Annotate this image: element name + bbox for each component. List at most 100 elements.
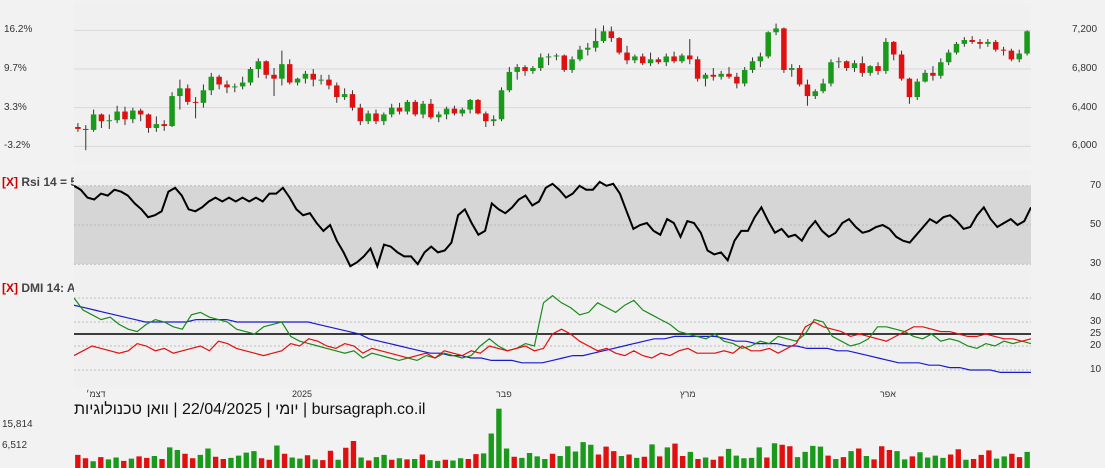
candle-body bbox=[671, 56, 677, 62]
volume-bar bbox=[197, 454, 204, 468]
volume-bar bbox=[105, 459, 112, 468]
series-line bbox=[74, 294, 1031, 362]
volume-bar bbox=[427, 460, 433, 468]
candle-body bbox=[632, 56, 638, 61]
candle-body bbox=[122, 111, 128, 120]
candle-body bbox=[396, 107, 403, 112]
volume-bar bbox=[534, 456, 540, 468]
volume-bar bbox=[511, 456, 517, 468]
volume-axis-label: 6,512 bbox=[2, 440, 28, 451]
volume-bar bbox=[557, 456, 563, 468]
volume-bar bbox=[886, 450, 893, 468]
volume-bar bbox=[840, 457, 847, 468]
volume-bar bbox=[572, 451, 579, 468]
candle-body bbox=[1016, 53, 1022, 60]
candle-body bbox=[655, 59, 662, 63]
volume-bar bbox=[771, 443, 778, 468]
volume-bar bbox=[412, 459, 418, 468]
volume-bar bbox=[756, 447, 762, 468]
volume-bar bbox=[695, 459, 701, 468]
candle-body bbox=[459, 109, 466, 114]
candle-body bbox=[90, 114, 97, 130]
price-tick-label: 6,400 bbox=[1072, 101, 1098, 113]
candle-body bbox=[647, 59, 654, 64]
candle-body bbox=[404, 101, 411, 112]
volume-bar bbox=[978, 454, 984, 468]
candle-body bbox=[687, 55, 693, 60]
candle-body bbox=[969, 40, 975, 42]
volume-bar bbox=[151, 456, 158, 468]
volume-bar bbox=[580, 442, 586, 468]
volume-bar bbox=[189, 458, 196, 468]
price-pane bbox=[74, 3, 1031, 164]
volume-bar bbox=[205, 448, 211, 468]
rsi-chart bbox=[74, 180, 1031, 270]
volume-bar bbox=[258, 458, 265, 468]
candle-body bbox=[608, 31, 615, 39]
candle-body bbox=[232, 86, 238, 88]
candle-body bbox=[789, 68, 795, 70]
candle-body bbox=[514, 67, 520, 72]
volume-bar bbox=[212, 456, 219, 468]
candle-body bbox=[561, 55, 568, 70]
candle-body bbox=[451, 108, 458, 114]
volume-bar bbox=[710, 459, 716, 468]
dmi-close-icon[interactable]: [X] bbox=[2, 281, 18, 295]
candle-body bbox=[741, 69, 748, 84]
candle-body bbox=[663, 56, 669, 63]
price-tick-label: 7,200 bbox=[1072, 24, 1098, 36]
volume-bar bbox=[473, 454, 479, 468]
candle-body bbox=[639, 56, 646, 64]
candle-body bbox=[985, 41, 991, 44]
volume-bar bbox=[235, 455, 242, 468]
axis-tick-label: 30 bbox=[1090, 316, 1102, 327]
volume-bar bbox=[940, 457, 946, 468]
candle-body bbox=[318, 79, 324, 81]
volume-bar bbox=[480, 453, 487, 468]
candle-body bbox=[749, 61, 756, 70]
volume-bar bbox=[434, 460, 441, 468]
rsi-label: Rsi 14 = 59 bbox=[21, 175, 84, 189]
candle-body bbox=[710, 74, 717, 77]
volume-bar bbox=[404, 459, 410, 468]
volume-bar bbox=[75, 454, 81, 468]
candle-body bbox=[83, 128, 89, 130]
volume-bar bbox=[626, 454, 632, 468]
candle-body bbox=[836, 61, 842, 63]
volume-bar bbox=[174, 450, 181, 468]
volume-bar bbox=[335, 459, 341, 468]
candle-body bbox=[600, 31, 607, 41]
candle-body bbox=[898, 54, 905, 79]
price-pct-label: 16.2% bbox=[4, 24, 33, 36]
volume-bar bbox=[595, 454, 602, 468]
volume-bar bbox=[825, 455, 831, 468]
candle-body bbox=[498, 90, 505, 120]
volume-bar bbox=[970, 459, 977, 468]
candle-body bbox=[820, 83, 826, 92]
volume-bar bbox=[220, 459, 226, 468]
candle-body bbox=[302, 73, 309, 79]
volume-bar bbox=[167, 447, 173, 468]
volume-bar bbox=[764, 457, 770, 468]
axis-tick-label: 30 bbox=[1090, 258, 1102, 270]
series-line bbox=[74, 321, 1031, 359]
candle-body bbox=[294, 78, 301, 83]
volume-bar bbox=[649, 444, 655, 468]
series-line bbox=[74, 304, 1031, 374]
rsi-close-icon[interactable]: [X] bbox=[2, 175, 18, 189]
candle-body bbox=[98, 114, 105, 122]
candle-body bbox=[890, 41, 897, 55]
volume-bar bbox=[802, 451, 808, 468]
volume-bar bbox=[1016, 457, 1023, 468]
candle-body bbox=[530, 68, 536, 71]
volume-bar bbox=[1001, 456, 1007, 468]
candle-body bbox=[577, 49, 583, 60]
volume-bar bbox=[909, 456, 916, 468]
volume-bar bbox=[419, 454, 426, 468]
candle-body bbox=[106, 120, 113, 122]
volume-bar bbox=[350, 441, 357, 468]
volume-bar bbox=[396, 458, 403, 468]
candle-body bbox=[702, 74, 709, 79]
month-label: מרץ bbox=[680, 389, 696, 399]
volume-bar bbox=[289, 457, 295, 468]
